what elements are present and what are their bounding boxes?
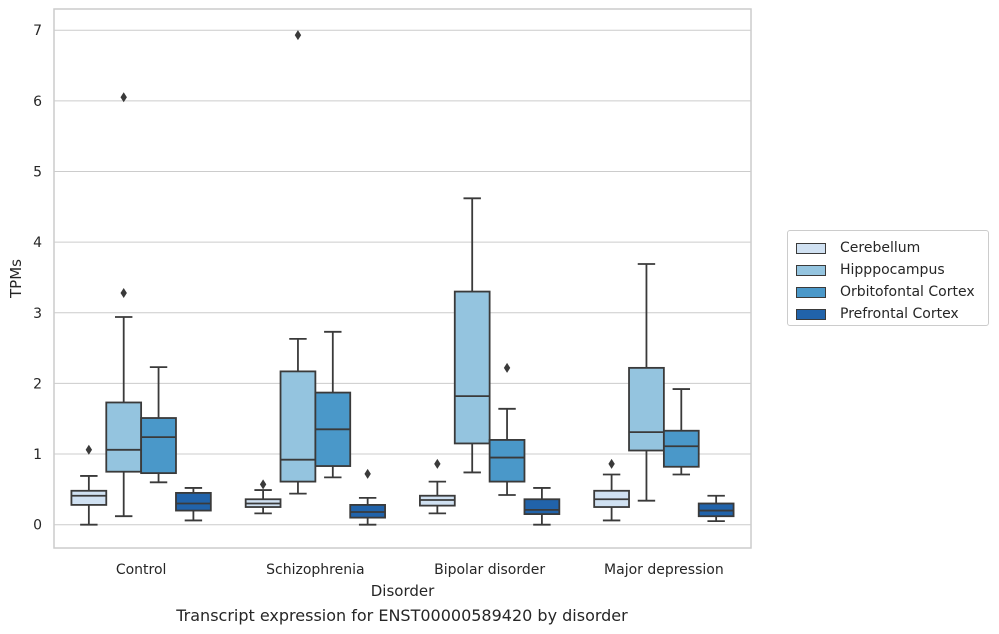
y-tick-label: 0 bbox=[33, 518, 42, 534]
legend-item: Prefrontal Cortex bbox=[796, 303, 980, 325]
y-axis-label: TPMs bbox=[7, 259, 25, 299]
box-orbitofontal-cortex bbox=[488, 362, 526, 496]
y-tick-label: 5 bbox=[33, 164, 42, 180]
box-prefrontal-cortex bbox=[349, 468, 386, 526]
iqr-box bbox=[628, 366, 665, 452]
category-group: Bipolar disorder bbox=[419, 197, 561, 578]
box-orbitofontal-cortex bbox=[662, 388, 700, 476]
iqr-box bbox=[140, 417, 177, 475]
legend-swatch bbox=[796, 286, 826, 298]
category-group: Schizophrenia bbox=[244, 30, 386, 578]
iqr-box bbox=[105, 401, 143, 473]
legend-swatch bbox=[796, 308, 826, 320]
legend-label: Prefrontal Cortex bbox=[840, 306, 959, 322]
outlier-point bbox=[259, 479, 267, 490]
legend-item: Orbitofontal Cortex bbox=[796, 281, 980, 303]
y-tick-label: 2 bbox=[33, 376, 42, 392]
box-hipppocampus bbox=[628, 263, 665, 502]
box-orbitofontal-cortex bbox=[140, 366, 177, 484]
box-prefrontal-cortex bbox=[697, 494, 735, 523]
plot-frame bbox=[53, 8, 752, 549]
chart-caption: Transcript expression for ENST0000058942… bbox=[176, 606, 628, 625]
box-cerebellum bbox=[70, 444, 108, 526]
outlier-point bbox=[608, 458, 615, 469]
legend-label: Hipppocampus bbox=[840, 262, 945, 278]
iqr-box bbox=[662, 429, 700, 468]
iqr-box bbox=[523, 498, 561, 515]
category-group: Control bbox=[70, 92, 212, 578]
legend-swatch bbox=[796, 264, 826, 276]
legend-swatch bbox=[796, 242, 826, 254]
y-tick-label: 7 bbox=[33, 23, 42, 39]
y-tick-label: 4 bbox=[33, 235, 42, 251]
y-tick-label: 3 bbox=[33, 306, 42, 322]
outlier-point bbox=[364, 468, 371, 479]
legend-label: Orbitofontal Cortex bbox=[840, 284, 975, 300]
x-tick-label: Bipolar disorder bbox=[434, 562, 545, 578]
box-cerebellum bbox=[419, 458, 456, 515]
box-prefrontal-cortex bbox=[175, 487, 212, 522]
x-tick-label: Schizophrenia bbox=[266, 562, 364, 578]
box-hipppocampus bbox=[279, 30, 317, 495]
iqr-box bbox=[453, 290, 491, 445]
box-orbitofontal-cortex bbox=[314, 330, 352, 479]
legend: Cerebellum Hipppocampus Orbitofontal Corte… bbox=[787, 230, 989, 326]
category-group: Major depression bbox=[593, 263, 735, 578]
iqr-box bbox=[488, 439, 526, 483]
outlier-point bbox=[294, 30, 302, 41]
outlier-point bbox=[85, 444, 93, 455]
outlier-point bbox=[120, 92, 127, 103]
outlier-point bbox=[434, 458, 441, 469]
outlier-point bbox=[120, 287, 127, 298]
x-tick-label: Major depression bbox=[604, 562, 724, 578]
x-axis-label: Disorder bbox=[371, 582, 435, 600]
box-hipppocampus bbox=[453, 197, 491, 474]
legend-label: Cerebellum bbox=[840, 240, 921, 256]
x-tick-label: Control bbox=[116, 562, 167, 578]
y-tick-label: 6 bbox=[33, 94, 42, 110]
iqr-box bbox=[70, 489, 108, 506]
box-prefrontal-cortex bbox=[523, 487, 561, 526]
y-tick-label: 1 bbox=[33, 447, 42, 463]
iqr-box bbox=[175, 491, 212, 512]
outlier-point bbox=[503, 362, 511, 373]
box-cerebellum bbox=[593, 458, 630, 522]
box-cerebellum bbox=[244, 479, 282, 515]
legend-item: Hipppocampus bbox=[796, 259, 980, 281]
legend-item: Cerebellum bbox=[796, 237, 980, 259]
iqr-box bbox=[279, 370, 317, 483]
